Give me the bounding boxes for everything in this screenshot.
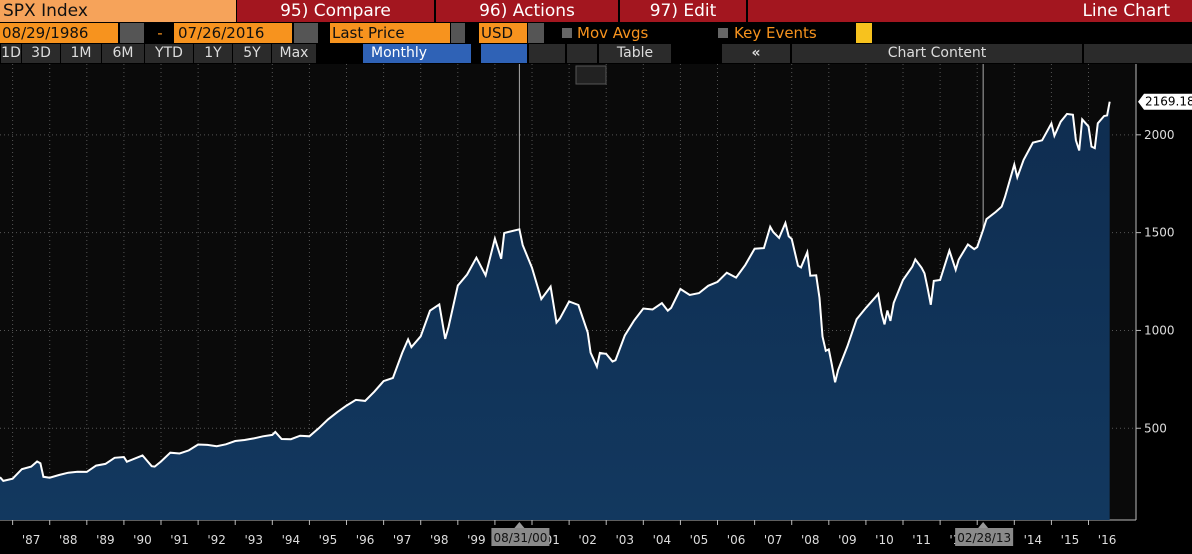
x-tick-label: '90 — [133, 533, 152, 547]
range-bar: 1D 3D 1M 6M YTD 1Y 5Y Max Monthly Table «Chart Con… — [0, 44, 1192, 64]
last-price-flag — [1138, 93, 1192, 110]
x-tick-label: '99 — [467, 533, 486, 547]
chart: 500 1000 1500 2000 '87 '88 '89 '90 '91 '92 '93 '94 '… — [0, 64, 1192, 554]
x-tick-label: '89 — [96, 533, 115, 547]
key-events-label[interactable]: Key Events — [734, 24, 817, 42]
x-tick-label: '04 — [653, 533, 672, 547]
chart-content-button[interactable]: Chart Content — [792, 44, 1082, 63]
x-tick-label: '05 — [690, 533, 709, 547]
mov-avgs-label[interactable]: Mov Avgs — [577, 24, 649, 42]
end-date[interactable]: 07/26/2016 — [174, 23, 292, 43]
view-title: Line Chart — [748, 0, 1192, 22]
table-button[interactable]: Table — [599, 44, 671, 63]
marker-pointer — [514, 522, 525, 528]
y-tick-label: 500 — [1144, 421, 1167, 435]
collapse-button[interactable]: « — [722, 44, 790, 63]
x-tick-label: '95 — [319, 533, 338, 547]
security-field[interactable]: SPX Index — [0, 0, 236, 22]
range-button[interactable]: 1M — [61, 44, 101, 63]
marker-box — [491, 528, 550, 546]
marker-pointer — [978, 522, 989, 528]
x-tick-label: '96 — [356, 533, 375, 547]
edit-button[interactable]: 97) Edit — [620, 0, 746, 22]
x-tick-label: '15 — [1061, 533, 1080, 547]
x-tick-label: '92 — [207, 533, 226, 547]
start-date[interactable]: 08/29/1986 — [0, 23, 118, 43]
currency-select[interactable]: USD — [479, 23, 527, 43]
x-tick-label: '03 — [615, 533, 634, 547]
dropdown-arrow[interactable] — [451, 23, 465, 43]
y-tick-label: 2000 — [1144, 128, 1175, 142]
range-button[interactable]: 3D — [22, 44, 60, 63]
x-tick-label: '87 — [22, 533, 41, 547]
info-icon[interactable] — [856, 23, 872, 43]
dropdown-arrow[interactable] — [528, 23, 544, 43]
calendar-icon[interactable] — [120, 23, 144, 43]
line-style-button[interactable] — [481, 44, 527, 63]
x-tick-label: '97 — [393, 533, 412, 547]
x-tick-label: '09 — [838, 533, 857, 547]
actions-button[interactable]: 96) Actions — [436, 0, 618, 22]
marker-label: 08/31/00 — [493, 531, 547, 545]
period-select[interactable]: Monthly — [363, 44, 471, 63]
bar-style-button[interactable] — [529, 44, 565, 63]
marker-box — [955, 528, 1014, 546]
x-tick-label: '98 — [430, 533, 449, 547]
last-price-label: 2169.18 — [1145, 95, 1192, 109]
checkbox[interactable] — [562, 28, 572, 38]
compare-button[interactable]: 95) Compare — [237, 0, 434, 22]
marker-label: 02/28/13 — [957, 531, 1011, 545]
checkbox[interactable] — [718, 28, 728, 38]
area — [0, 101, 1110, 520]
field-select[interactable]: Last Price — [330, 23, 450, 43]
range-button[interactable]: Max — [272, 44, 316, 63]
x-tick-label: '06 — [727, 533, 746, 547]
title-bar: SPX Index 95) Compare 96) Actions 97) Ed… — [0, 0, 1192, 23]
y-tick-label: 1500 — [1144, 226, 1175, 240]
range-button[interactable]: 1D — [1, 44, 21, 63]
x-tick-label: '11 — [912, 533, 931, 547]
range-button[interactable]: YTD — [145, 44, 193, 63]
range-button[interactable]: 6M — [102, 44, 144, 63]
y-tick-label: 1000 — [1144, 323, 1175, 337]
x-tick-label: '02 — [578, 533, 597, 547]
x-tick-label: '91 — [170, 533, 189, 547]
settings-bar: 08/29/1986 - 07/26/2016 Last Price USD M… — [0, 23, 1192, 44]
range-button[interactable]: 1Y — [194, 44, 232, 63]
settings-button[interactable] — [1084, 44, 1192, 63]
price-line — [0, 101, 1111, 483]
x-tick-label: '07 — [764, 533, 783, 547]
calendar-icon[interactable] — [294, 23, 318, 43]
x-tick-label: '16 — [1098, 533, 1117, 547]
x-tick-label: '88 — [59, 533, 78, 547]
date-dash: - — [157, 24, 163, 42]
x-tick-label: '08 — [801, 533, 820, 547]
chart-type-icon[interactable] — [575, 65, 607, 85]
x-tick-label: '94 — [282, 533, 301, 547]
x-tick-label: '93 — [244, 533, 263, 547]
range-button[interactable]: 5Y — [233, 44, 271, 63]
x-tick-label: '10 — [875, 533, 894, 547]
dropdown-arrow[interactable] — [567, 44, 597, 63]
x-tick-label: '14 — [1024, 533, 1043, 547]
